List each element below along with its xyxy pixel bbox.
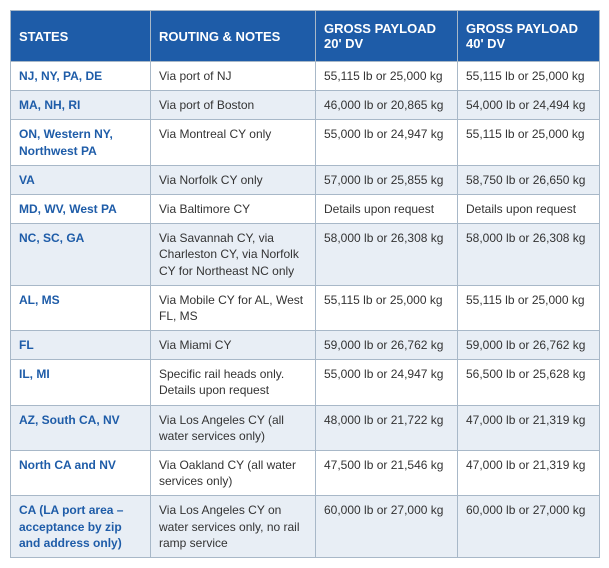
cell-payload-40: 54,000 lb or 24,494 kg — [458, 91, 600, 120]
cell-payload-20: 60,000 lb or 27,000 kg — [316, 496, 458, 558]
cell-payload-20: 47,500 lb or 21,546 kg — [316, 451, 458, 496]
cell-payload-40: Details upon request — [458, 194, 600, 223]
cell-payload-40: 55,115 lb or 25,000 kg — [458, 62, 600, 91]
table-row: North CA and NVVia Oakland CY (all water… — [11, 451, 600, 496]
table-row: MD, WV, West PAVia Baltimore CYDetails u… — [11, 194, 600, 223]
cell-payload-40: 56,500 lb or 25,628 kg — [458, 360, 600, 405]
cell-routing: Via Norfolk CY only — [151, 165, 316, 194]
cell-state: ON, Western NY, Northwest PA — [11, 120, 151, 165]
cell-payload-20: 59,000 lb or 26,762 kg — [316, 331, 458, 360]
cell-payload-40: 55,115 lb or 25,000 kg — [458, 120, 600, 165]
cell-state: VA — [11, 165, 151, 194]
cell-payload-20: 55,000 lb or 24,947 kg — [316, 360, 458, 405]
cell-state: NC, SC, GA — [11, 224, 151, 286]
cell-state: North CA and NV — [11, 451, 151, 496]
col-routing: ROUTING & NOTES — [151, 11, 316, 62]
cell-payload-40: 55,115 lb or 25,000 kg — [458, 285, 600, 330]
table-row: IL, MISpecific rail heads only. Details … — [11, 360, 600, 405]
table-row: FLVia Miami CY59,000 lb or 26,762 kg59,0… — [11, 331, 600, 360]
cell-payload-40: 47,000 lb or 21,319 kg — [458, 405, 600, 450]
cell-state: AL, MS — [11, 285, 151, 330]
cell-routing: Via port of Boston — [151, 91, 316, 120]
cell-routing: Via Los Angeles CY on water services onl… — [151, 496, 316, 558]
table-row: AZ, South CA, NVVia Los Angeles CY (all … — [11, 405, 600, 450]
cell-payload-20: 58,000 lb or 26,308 kg — [316, 224, 458, 286]
cell-routing: Via Los Angeles CY (all water services o… — [151, 405, 316, 450]
cell-state: AZ, South CA, NV — [11, 405, 151, 450]
cell-state: CA (LA port area – acceptance by zip and… — [11, 496, 151, 558]
table-row: NC, SC, GAVia Savannah CY, via Charlesto… — [11, 224, 600, 286]
cell-payload-20: 55,115 lb or 25,000 kg — [316, 62, 458, 91]
cell-routing: Via Miami CY — [151, 331, 316, 360]
table-row: AL, MSVia Mobile CY for AL, West FL, MS5… — [11, 285, 600, 330]
cell-routing: Via Montreal CY only — [151, 120, 316, 165]
col-payload-40: GROSS PAYLOAD 40' DV — [458, 11, 600, 62]
col-states: STATES — [11, 11, 151, 62]
table-row: NJ, NY, PA, DEVia port of NJ55,115 lb or… — [11, 62, 600, 91]
payload-table: STATES ROUTING & NOTES GROSS PAYLOAD 20'… — [10, 10, 600, 558]
cell-state: IL, MI — [11, 360, 151, 405]
table-row: VAVia Norfolk CY only57,000 lb or 25,855… — [11, 165, 600, 194]
cell-payload-20: 57,000 lb or 25,855 kg — [316, 165, 458, 194]
cell-payload-20: 48,000 lb or 21,722 kg — [316, 405, 458, 450]
cell-routing: Via port of NJ — [151, 62, 316, 91]
cell-payload-40: 59,000 lb or 26,762 kg — [458, 331, 600, 360]
cell-state: FL — [11, 331, 151, 360]
cell-routing: Specific rail heads only. Details upon r… — [151, 360, 316, 405]
cell-payload-20: 46,000 lb or 20,865 kg — [316, 91, 458, 120]
cell-payload-20: 55,000 lb or 24,947 kg — [316, 120, 458, 165]
table-row: MA, NH, RIVia port of Boston46,000 lb or… — [11, 91, 600, 120]
cell-routing: Via Savannah CY, via Charleston CY, via … — [151, 224, 316, 286]
cell-routing: Via Mobile CY for AL, West FL, MS — [151, 285, 316, 330]
col-payload-20: GROSS PAYLOAD 20' DV — [316, 11, 458, 62]
cell-payload-20: Details upon request — [316, 194, 458, 223]
cell-payload-40: 58,750 lb or 26,650 kg — [458, 165, 600, 194]
cell-routing: Via Oakland CY (all water services only) — [151, 451, 316, 496]
cell-routing: Via Baltimore CY — [151, 194, 316, 223]
cell-state: NJ, NY, PA, DE — [11, 62, 151, 91]
cell-payload-40: 58,000 lb or 26,308 kg — [458, 224, 600, 286]
cell-payload-40: 47,000 lb or 21,319 kg — [458, 451, 600, 496]
table-row: ON, Western NY, Northwest PAVia Montreal… — [11, 120, 600, 165]
cell-payload-40: 60,000 lb or 27,000 kg — [458, 496, 600, 558]
table-row: CA (LA port area – acceptance by zip and… — [11, 496, 600, 558]
cell-payload-20: 55,115 lb or 25,000 kg — [316, 285, 458, 330]
cell-state: MD, WV, West PA — [11, 194, 151, 223]
table-header-row: STATES ROUTING & NOTES GROSS PAYLOAD 20'… — [11, 11, 600, 62]
cell-state: MA, NH, RI — [11, 91, 151, 120]
